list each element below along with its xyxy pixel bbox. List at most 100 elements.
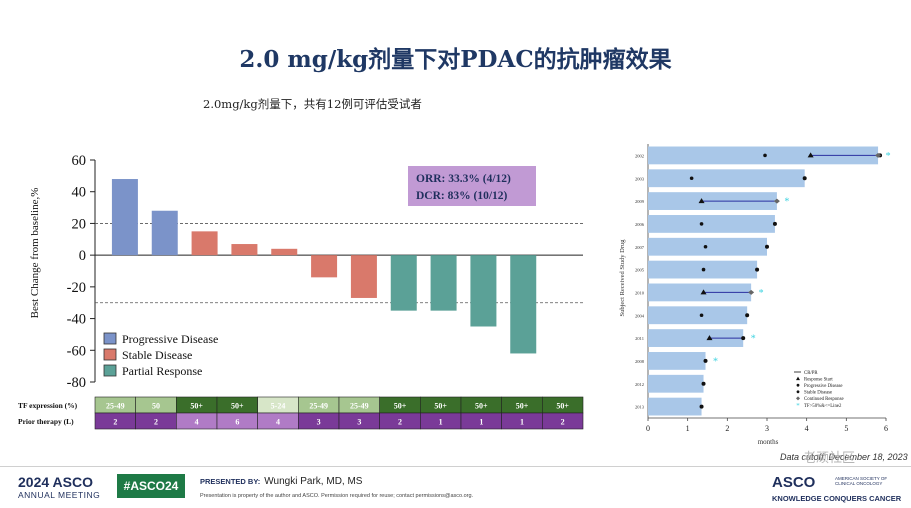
table-cell-text: 50+ (434, 402, 447, 411)
table-cell-text: 1 (439, 418, 443, 427)
waterfall-bar (510, 255, 537, 354)
waterfall-bar (390, 255, 417, 311)
progressive-disease-marker (703, 358, 708, 363)
legend-star-marker: * (796, 402, 800, 410)
table-cell-text: 2 (398, 418, 402, 427)
waterfall-legend: Progressive Disease Stable Disease Partial… (103, 332, 218, 378)
table-row-label: Prior therapy (L) (18, 417, 74, 426)
swimmer-x-label: months (758, 438, 779, 446)
slide-title: 2.0 mg/kg剂量下对PDAC的抗肿瘤效果 (239, 46, 672, 73)
table-cell (542, 412, 584, 430)
legend-label: TF>50%&<=Line2 (804, 404, 842, 409)
legend-dot-marker (796, 390, 800, 394)
table-cell-text: 50+ (556, 402, 569, 411)
swimmer-x-tick-label: 4 (805, 424, 809, 433)
continued-response-marker (773, 198, 780, 204)
swimmer-bar (648, 237, 767, 256)
table-cell-text: 4 (195, 418, 199, 427)
table-row-label: TF expression (%) (18, 401, 78, 410)
stable-disease-marker (699, 222, 704, 226)
response-start-marker (698, 198, 705, 204)
waterfall-bar (191, 231, 218, 256)
legend-diamond-marker (796, 396, 800, 401)
progressive-disease-marker (765, 244, 769, 249)
legend-label: Stable Disease (122, 348, 192, 362)
stable-disease-marker (701, 267, 706, 272)
y-tick-label: -80 (67, 375, 86, 391)
asco-society-text: AMERICAN SOCIETY OF CLINICAL ONCOLOGY (835, 476, 888, 486)
swimmer-chart: 0 1 2 3 4 5 6 2002 2003 2009 2006 2007 2005 2010 2004 2… (619, 144, 891, 446)
swimmer-bar (648, 146, 879, 165)
waterfall-table: TF expression (%) 25-49 50 50+ 50+ 5-24 25-49 2… (18, 396, 584, 430)
swimmer-axes: 0 1 2 3 4 5 6 2002 2003 2009 2006 2007 2005 2010 2004 2… (635, 144, 888, 433)
asco-logo: ASCO (772, 474, 816, 491)
orr-text: ORR: 33.3% (4/12) (416, 173, 511, 185)
slide-subtitle: 2.0mg/kg剂量下，共有12例可评估受试者 (203, 97, 422, 111)
table-cell-text: 25-49 (106, 402, 125, 411)
swimmer-x-tick-label: 6 (884, 424, 888, 433)
table-cell-text: 1 (520, 418, 524, 427)
swimmer-subject-id: 2013 (635, 405, 645, 410)
legend-dot-marker (796, 383, 800, 387)
table-cell-text: 50+ (394, 402, 407, 411)
response-start-marker (706, 335, 713, 341)
swimmer-subject-id: 2004 (635, 313, 645, 318)
legend-swatch (103, 364, 117, 377)
swimmer-bars: * * * * * (648, 146, 891, 416)
swimmer-x-tick-label: 5 (844, 424, 848, 433)
table-cell-text: 50+ (231, 402, 244, 411)
hashtag-badge: #ASCO24 (117, 474, 185, 498)
progressive-disease-marker (699, 404, 704, 409)
continued-response-marker (875, 152, 882, 158)
table-cell-text: 1 (479, 418, 483, 427)
waterfall-bar (311, 255, 338, 278)
swimmer-bar (648, 374, 704, 393)
waterfall-bar (470, 255, 497, 327)
legend-label: Response Start (804, 377, 833, 382)
swimmer-bar (648, 215, 775, 233)
swimmer-subject-id: 2007 (635, 245, 645, 250)
waterfall-bar (111, 179, 138, 256)
continued-response-marker (748, 289, 755, 295)
asco-annual-sub: ANNUAL MEETING (18, 490, 101, 500)
y-tick-label: 0 (79, 248, 86, 264)
swimmer-x-tick-label: 0 (646, 424, 650, 433)
legend-label: Partial Response (122, 364, 202, 378)
legend-label: CR/PR (804, 371, 818, 376)
swimmer-bar (648, 352, 706, 370)
table-cell-text: 3 (317, 418, 321, 427)
swimmer-subject-id: 2010 (635, 290, 645, 295)
y-tick-label: 60 (72, 153, 87, 169)
swimmer-x-tick-label: 2 (725, 424, 729, 433)
waterfall-bar (350, 255, 377, 298)
legend-swatch (103, 348, 117, 361)
progressive-disease-marker (745, 313, 750, 318)
waterfall-bar (430, 255, 457, 311)
swimmer-subject-id: 2009 (635, 199, 645, 204)
stable-disease-marker (699, 313, 704, 318)
progressive-disease-marker (741, 336, 746, 341)
progressive-disease-marker (802, 176, 807, 181)
legend-label: Stable Disease (804, 391, 832, 396)
swimmer-subject-id: 2003 (635, 176, 645, 181)
table-cell-text: 50+ (516, 402, 529, 411)
stable-disease-marker (703, 244, 708, 249)
waterfall-y-label: Best Change from baseline,% (29, 188, 41, 319)
presented-by: PRESENTED BY: Wungki Park, MD, MS (200, 476, 362, 487)
watermark-text: 老顽社区 (803, 451, 856, 466)
swimmer-bar (648, 283, 752, 302)
y-tick-label: -60 (67, 343, 86, 359)
waterfall-bar (151, 210, 178, 256)
swimmer-bar (648, 397, 702, 416)
dcr-text: DCR: 83% (10/12) (416, 190, 508, 202)
response-start-marker (700, 289, 707, 295)
waterfall-bar (271, 248, 298, 256)
y-tick-label: 40 (72, 185, 87, 201)
tf-star-marker: * (751, 334, 756, 345)
presented-label: PRESENTED BY: (200, 477, 261, 486)
y-tick-label: -20 (67, 280, 86, 296)
table-cell-text: 2 (113, 418, 117, 427)
asco-tagline: KNOWLEDGE CONQUERS CANCER (772, 494, 902, 503)
